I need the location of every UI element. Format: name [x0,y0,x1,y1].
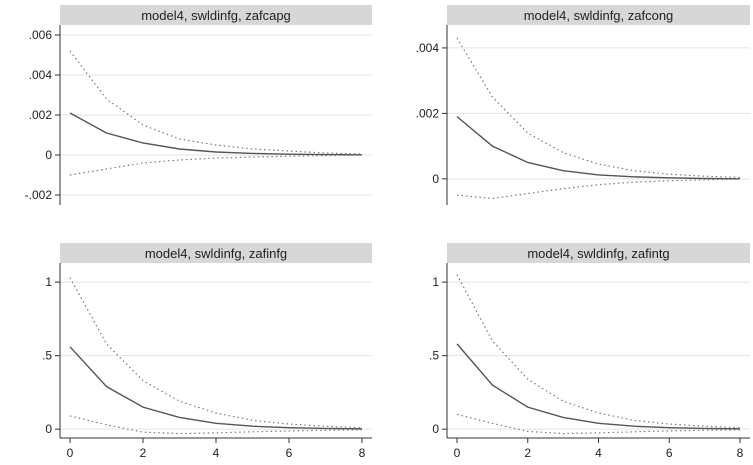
panel-title-strip [447,243,750,263]
x-tick-label: 6 [286,446,293,460]
y-tick-label: .5 [42,349,52,363]
panel-4: model4, swldinfg, zafintg 0 .5 1 0 2 4 6 8 [429,243,750,460]
y-tick-label: .004 [416,41,440,55]
y-tick-label: .006 [29,28,53,42]
confidence-band-line [69,154,363,176]
y-tick-label: 0 [45,148,52,162]
confidence-band-line [456,274,741,429]
confidence-band-line [69,415,363,435]
panel-1: model4, swldinfg, zafcapg -.002 0 .002 .004.… [25,5,372,205]
irf-line [69,112,363,156]
panel-title: model4, swldinfg, zafintg [527,246,669,261]
y-tick-label: .5 [429,349,439,363]
panel-title: model4, swldinfg, zafcong [524,8,674,23]
y-tick-label: 0 [432,422,439,436]
y-tick-label: .002 [416,106,440,120]
confidence-band-line [69,277,363,429]
irf-line [456,343,741,430]
x-tick-label: 4 [213,446,220,460]
y-tick-label: .002 [29,108,53,122]
confidence-band-line [456,37,741,179]
confidence-band-line [456,413,741,435]
irf-line [456,116,741,180]
x-tick-label: 8 [737,446,744,460]
confidence-band-line [69,50,363,155]
panel-title-strip [60,5,372,25]
panel-title-strip [60,243,372,263]
panel-3: model4, swldinfg, zafinfg 0 .5 1 0 2 4 6 8 [42,243,372,460]
panel-title: model4, swldinfg, zafinfg [145,246,287,261]
y-tick-label: 0 [432,172,439,186]
x-tick-label: 6 [666,446,673,460]
y-tick-label: .004 [29,68,53,82]
y-tick-label: 0 [45,422,52,436]
y-tick-label: -.002 [25,188,53,202]
x-tick-label: 0 [67,446,74,460]
x-tick-label: 8 [359,446,366,460]
confidence-band-line [456,178,741,200]
x-tick-label: 0 [454,446,461,460]
panel-title-strip [447,5,750,25]
panel-2: model4, swldinfg, zafcong 0 .002 .004 [416,5,750,205]
x-tick-label: 2 [140,446,147,460]
x-tick-label: 2 [524,446,531,460]
irf-line [69,346,363,430]
x-tick-label: 4 [595,446,602,460]
y-tick-label: 1 [45,275,52,289]
y-tick-label: 1 [432,275,439,289]
panel-title: model4, swldinfg, zafcapg [141,8,291,23]
